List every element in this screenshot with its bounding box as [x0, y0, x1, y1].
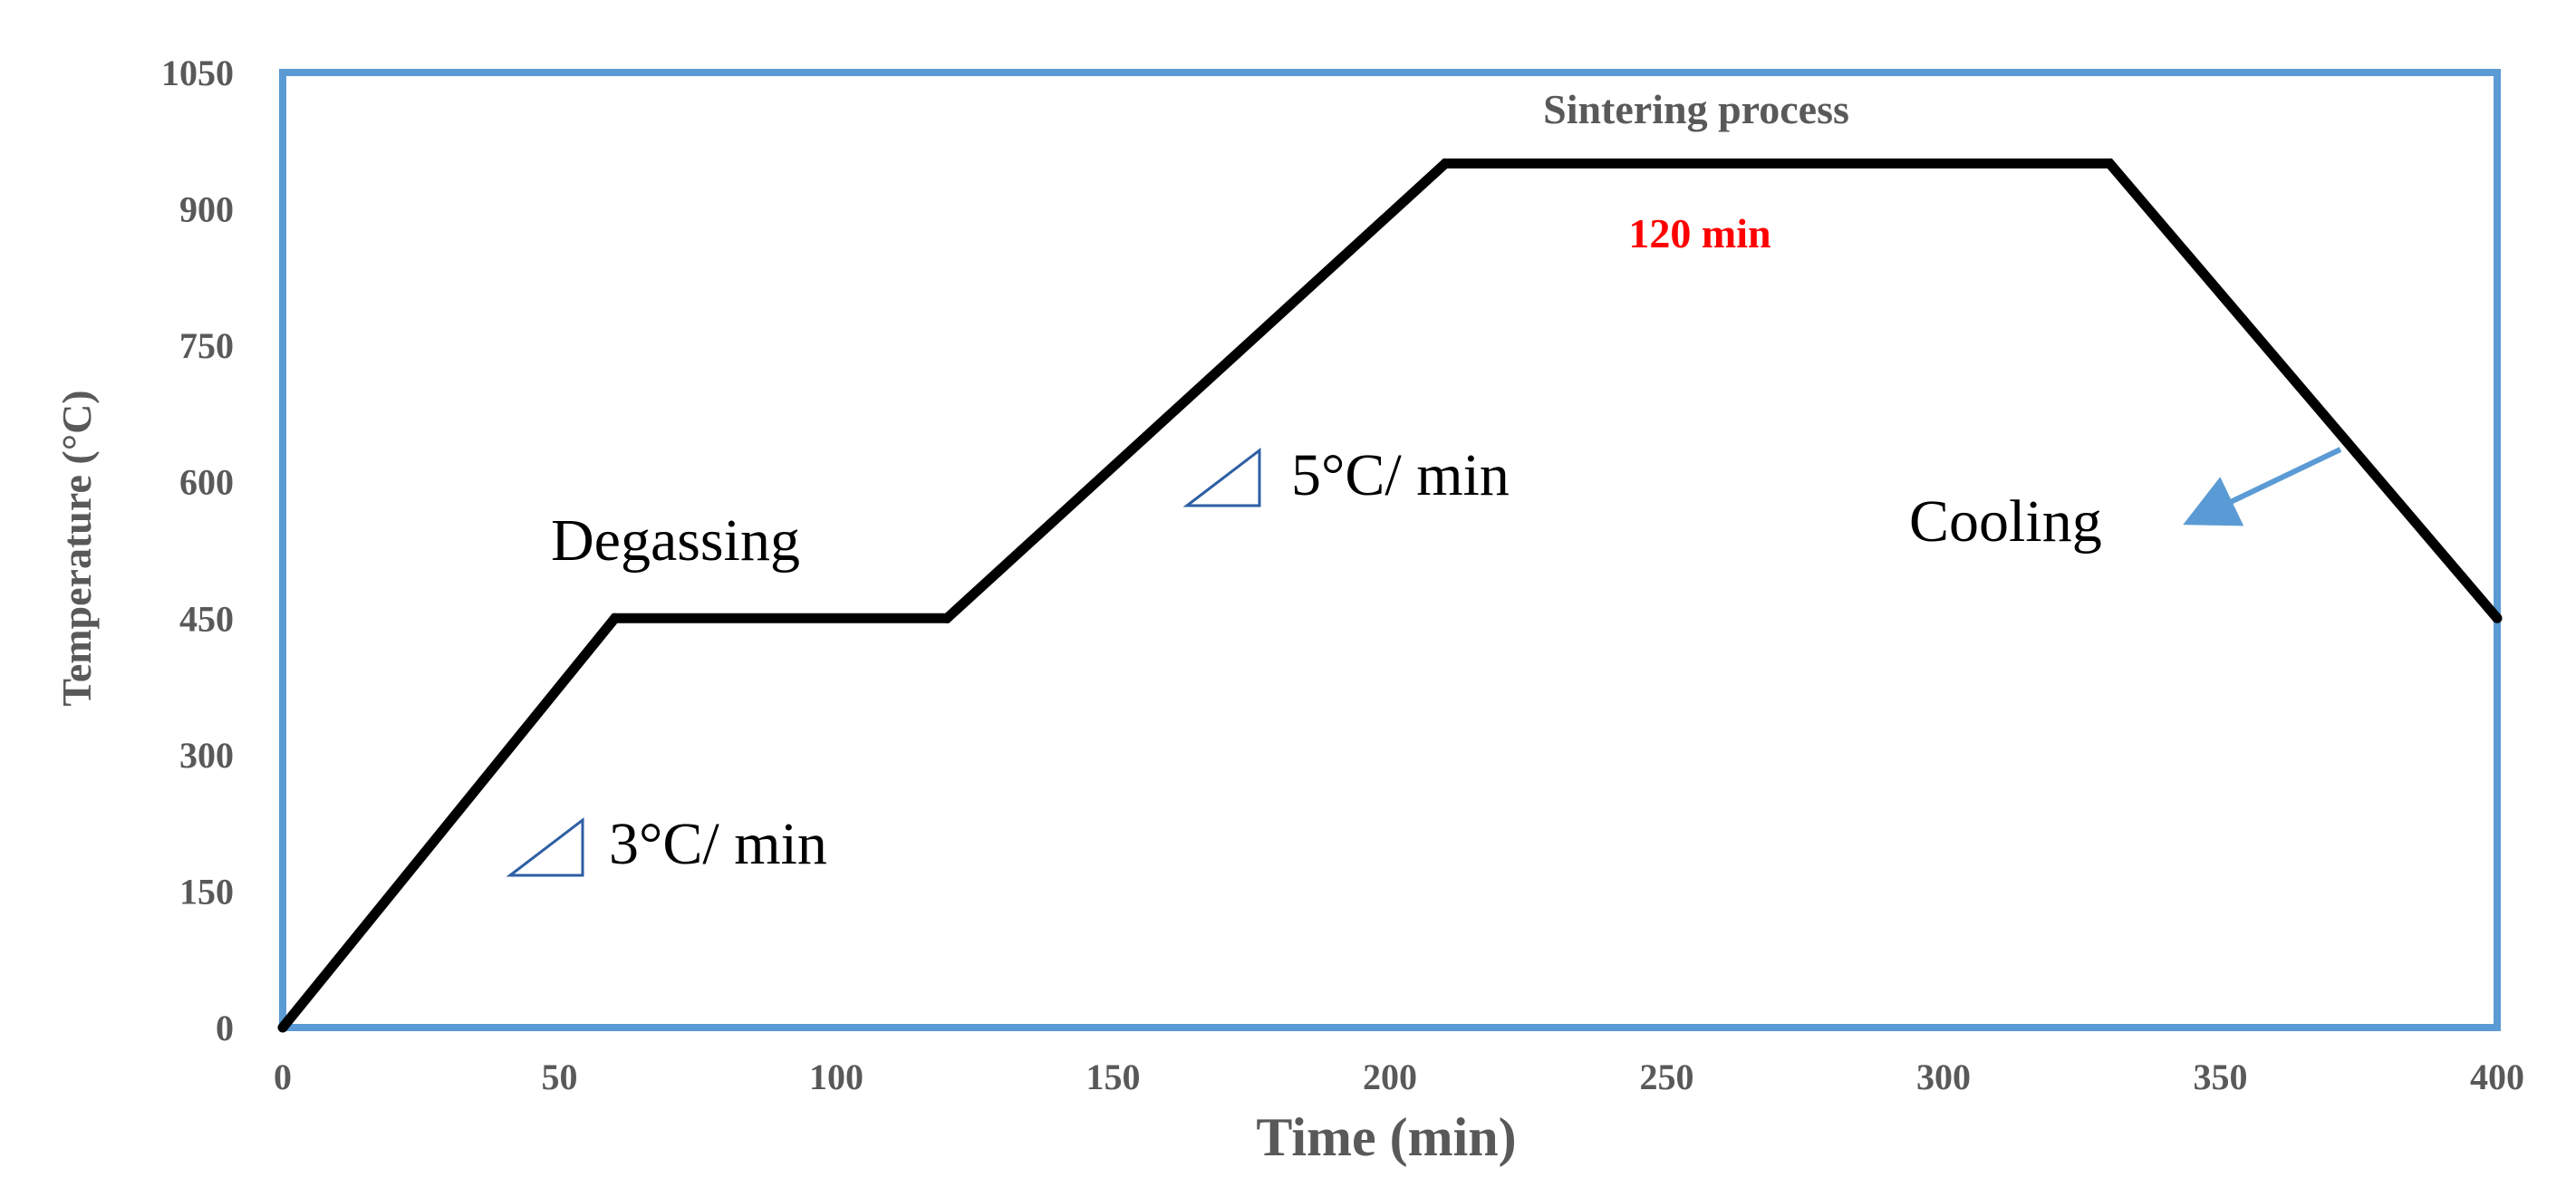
- series-points: [277, 158, 2503, 1033]
- y-tick-label: 300: [179, 735, 234, 776]
- y-tick-label: 900: [179, 189, 234, 230]
- annotation-cooling: Cooling: [1909, 488, 2102, 555]
- annotation-rate-2: 5°C/ min: [1291, 442, 1510, 508]
- data-point: [2104, 158, 2115, 169]
- x-axis-ticks: 0 50 100 150 200 250 300 350 400: [274, 1057, 2524, 1097]
- y-tick-label: 450: [179, 598, 234, 639]
- y-tick-label: 750: [179, 325, 234, 366]
- data-point: [2492, 613, 2503, 623]
- x-tick-label: 300: [1916, 1057, 1971, 1097]
- series-line-temperature: [278, 158, 2502, 1031]
- x-tick-label: 50: [542, 1057, 578, 1097]
- cooling-arrow: [2183, 447, 2342, 526]
- plot-frame: [279, 69, 2501, 1031]
- x-tick-label: 0: [274, 1057, 292, 1097]
- x-tick-label: 200: [1363, 1057, 1417, 1097]
- data-point: [1440, 158, 1451, 169]
- y-tick-label: 150: [179, 871, 234, 912]
- x-tick-label: 150: [1086, 1057, 1141, 1097]
- slope-triangle-1: [506, 816, 584, 877]
- annotation-rate-1: 3°C/ min: [609, 811, 827, 877]
- x-tick-label: 350: [2194, 1057, 2248, 1097]
- y-tick-label: 1050: [161, 53, 234, 93]
- annotation-degassing: Degassing: [551, 507, 800, 574]
- x-axis-title: Time (min): [1256, 1107, 1516, 1167]
- x-tick-label: 400: [2470, 1057, 2524, 1097]
- slope-triangle-2: [1182, 447, 1261, 507]
- x-tick-label: 250: [1640, 1057, 1694, 1097]
- annotation-hold-time: 120 min: [1628, 210, 1770, 256]
- annotation-sintering-process: Sintering process: [1543, 86, 1849, 132]
- y-tick-label: 600: [179, 462, 234, 503]
- data-point: [277, 1022, 288, 1033]
- x-tick-label: 100: [809, 1057, 863, 1097]
- y-tick-label: 0: [216, 1008, 234, 1048]
- y-axis-ticks: 0 150 300 450 600 750 900 1050: [161, 53, 234, 1048]
- data-point: [941, 613, 952, 623]
- data-point: [610, 613, 621, 623]
- y-axis-title: Temperature (°C): [53, 390, 100, 706]
